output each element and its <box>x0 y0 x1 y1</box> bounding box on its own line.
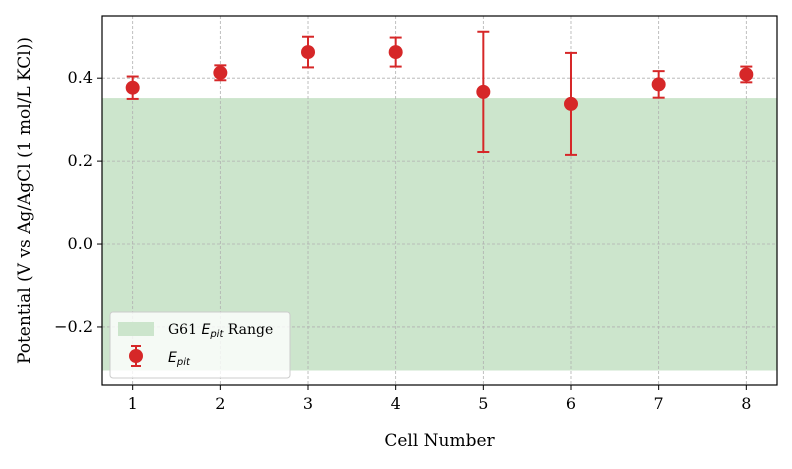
point-marker <box>125 80 140 95</box>
data-point-7 <box>651 70 666 99</box>
point-marker <box>476 84 491 99</box>
x-tick-label: 1 <box>128 394 138 413</box>
legend-series-label: Epit <box>168 350 191 368</box>
plot-frame <box>101 15 778 386</box>
x-tick-label: 7 <box>654 394 664 413</box>
y-tick-label: −0.2 <box>54 317 93 336</box>
point-marker <box>388 45 403 60</box>
y-tick-label: 0.2 <box>68 151 93 170</box>
legend-box <box>109 311 291 379</box>
x-tick-label: 6 <box>566 394 576 413</box>
data-point-2 <box>213 64 228 82</box>
legend: G61 Epit Range Epit <box>109 311 291 379</box>
y-tick-label: 0.0 <box>68 234 93 253</box>
point-marker <box>301 45 316 60</box>
y-axis-label: Potential (V vs Ag/AgCl (1 mol/L KCl)) <box>15 37 35 364</box>
point-marker <box>563 96 578 111</box>
data-point-3 <box>301 35 316 69</box>
data-point-5 <box>476 30 491 153</box>
y-tick-label: 0.4 <box>68 68 93 87</box>
data-point-4 <box>388 36 403 68</box>
legend-series-marker <box>129 345 143 367</box>
legend-band-label: G61 Epit Range <box>168 322 273 340</box>
legend-point-marker <box>129 349 143 363</box>
x-tick-label: 5 <box>478 394 488 413</box>
legend-band-swatch <box>118 322 154 336</box>
data-point-6 <box>563 51 578 156</box>
point-marker <box>213 65 228 80</box>
x-tick-label: 4 <box>391 394 401 413</box>
point-marker <box>651 77 666 92</box>
data-point-1 <box>125 75 140 100</box>
x-tick-label: 2 <box>215 394 225 413</box>
x-axis-label: Cell Number <box>384 431 495 451</box>
point-marker <box>739 67 754 82</box>
x-tick-label: 8 <box>741 394 751 413</box>
data-point-8 <box>739 65 754 84</box>
x-tick-label: 3 <box>303 394 313 413</box>
